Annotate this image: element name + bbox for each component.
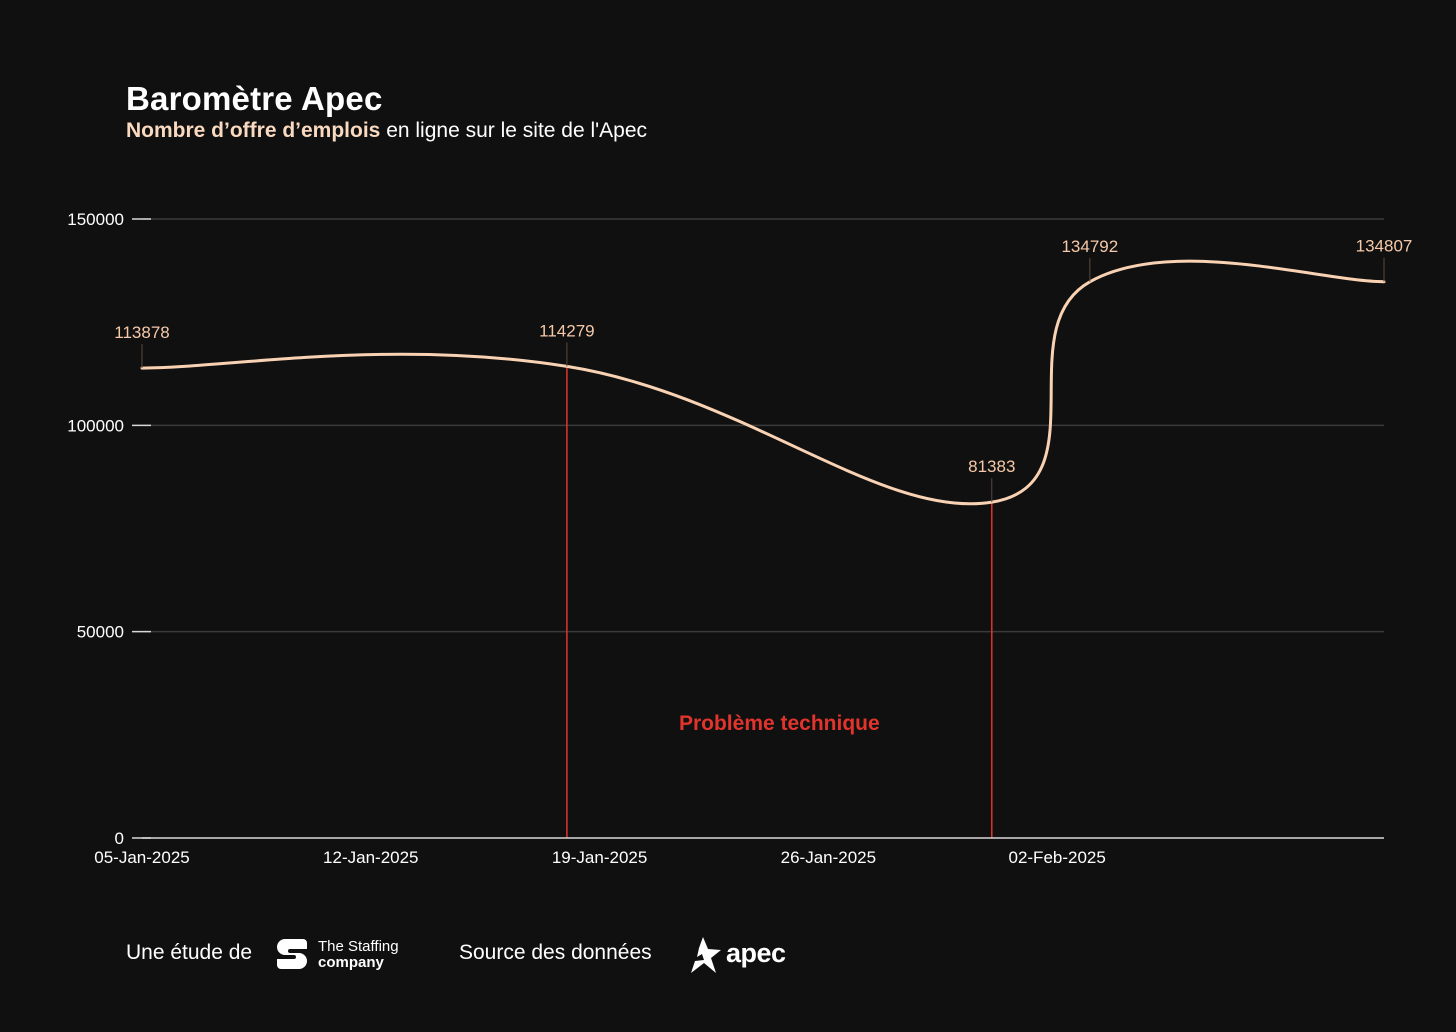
- data-label: 114279: [539, 321, 594, 340]
- apec-logo-word: apec: [726, 938, 786, 968]
- chart-title: Baromètre Apec: [126, 80, 383, 117]
- x-tick-label: 02-Feb-2025: [1008, 848, 1105, 867]
- problem-annotation-label: Problème technique: [679, 712, 880, 735]
- data-label-layer: 113878 114279 81383 134792 134807: [114, 237, 1413, 503]
- chart-subtitle: Nombre d’offre d’emplois en ligne sur le…: [126, 119, 647, 143]
- staffing-logo-line1: The Staffing: [318, 938, 399, 955]
- grid-layer: [142, 218, 1384, 633]
- series-line: [140, 259, 1386, 506]
- staffing-logo-icon: [277, 939, 307, 969]
- data-label: 81383: [968, 457, 1015, 476]
- subtitle-rest: en ligne sur le site de l'Apec: [380, 119, 648, 142]
- data-label: 134792: [1061, 237, 1118, 256]
- x-tick-label: 12-Jan-2025: [323, 848, 418, 867]
- staffing-company-logo: The Staffing company: [276, 938, 416, 972]
- subtitle-highlight: Nombre d’offre d’emplois: [126, 119, 381, 142]
- data-label: 113878: [114, 323, 169, 342]
- apec-star-icon: [691, 937, 721, 973]
- study-credit-label: Une étude de: [126, 941, 253, 964]
- axis-layer: 0 50000 100000 150000 05-Jan-2025 12-Jan-2025…: [67, 210, 1384, 867]
- staffing-logo-line2: company: [318, 954, 384, 971]
- data-label: 134807: [1356, 237, 1413, 256]
- apec-logo: apec: [686, 936, 796, 974]
- x-tick-label: 19-Jan-2025: [552, 848, 647, 867]
- y-tick-label: 0: [115, 829, 124, 848]
- x-tick-label: 05-Jan-2025: [94, 848, 189, 867]
- x-tick-label: 26-Jan-2025: [781, 848, 876, 867]
- y-tick-label: 100000: [67, 416, 124, 435]
- annotation-layer: Problème technique: [566, 366, 993, 838]
- y-tick-label: 50000: [77, 623, 124, 642]
- line-layer: [140, 259, 1386, 506]
- y-tick-label: 150000: [67, 210, 124, 229]
- data-source-label: Source des données: [459, 941, 652, 964]
